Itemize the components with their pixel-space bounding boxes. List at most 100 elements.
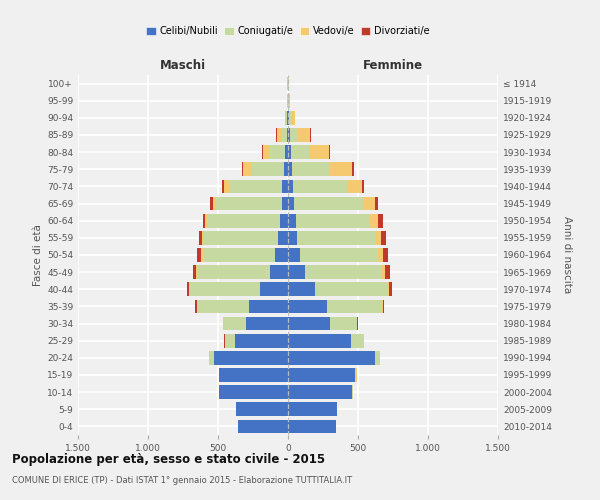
Bar (220, 368, 288, 382)
Bar (224, 316, 246, 330)
Bar (288, 196, 293, 210)
Bar (238, 420, 288, 434)
Bar (270, 146, 285, 159)
Bar (281, 128, 287, 142)
Bar (290, 128, 298, 142)
Bar (243, 162, 251, 176)
Bar (263, 146, 270, 159)
Bar (288, 368, 355, 382)
Bar (292, 162, 330, 176)
Bar (288, 402, 337, 416)
Bar (288, 351, 375, 364)
Bar (288, 214, 296, 228)
Bar (218, 386, 220, 399)
Bar (213, 196, 216, 210)
Bar (242, 162, 243, 176)
Bar (249, 300, 288, 314)
Bar (201, 248, 203, 262)
Bar (246, 316, 288, 330)
Bar (286, 111, 287, 124)
Bar (288, 146, 291, 159)
Bar (193, 266, 196, 279)
Bar (278, 231, 288, 244)
Bar (288, 300, 327, 314)
Bar (381, 231, 386, 244)
Bar (370, 214, 378, 228)
Bar (314, 282, 388, 296)
Bar (284, 162, 288, 176)
Bar (383, 248, 388, 262)
Bar (276, 128, 277, 142)
Bar (310, 128, 311, 142)
Bar (291, 111, 295, 124)
Bar (195, 300, 197, 314)
Bar (309, 146, 329, 159)
Bar (270, 266, 288, 279)
Bar (275, 248, 288, 262)
Bar (205, 214, 208, 228)
Legend: Celibi/Nubili, Coniugati/e, Vedovi/e, Divorziati/e: Celibi/Nubili, Coniugati/e, Vedovi/e, Di… (142, 22, 434, 40)
Bar (288, 128, 290, 142)
Bar (293, 196, 364, 210)
Bar (196, 266, 197, 279)
Bar (225, 334, 235, 347)
Bar (187, 282, 190, 296)
Bar (288, 334, 351, 347)
Y-axis label: Anni di nascita: Anni di nascita (562, 216, 572, 294)
Bar (220, 386, 288, 399)
Bar (218, 368, 220, 382)
Text: Maschi: Maschi (160, 60, 206, 72)
Bar (355, 368, 356, 382)
Bar (289, 111, 291, 124)
Bar (283, 180, 288, 194)
Bar (197, 248, 201, 262)
Bar (298, 128, 310, 142)
Bar (352, 386, 353, 399)
Bar (216, 196, 282, 210)
Bar (197, 266, 270, 279)
Bar (347, 180, 361, 194)
Bar (376, 231, 381, 244)
Text: Femmine: Femmine (363, 60, 423, 72)
Bar (382, 300, 383, 314)
Bar (277, 128, 281, 142)
Bar (251, 162, 284, 176)
Bar (352, 162, 353, 176)
Bar (288, 180, 293, 194)
Bar (297, 231, 376, 244)
Bar (285, 146, 288, 159)
Bar (190, 282, 260, 296)
Bar (287, 128, 288, 142)
Text: COMUNE DI ERICE (TP) - Dati ISTAT 1° gennaio 2015 - Elaborazione TUTTITALIA.IT: COMUNE DI ERICE (TP) - Dati ISTAT 1° gen… (12, 476, 352, 485)
Bar (288, 386, 352, 399)
Y-axis label: Fasce di età: Fasce di età (33, 224, 43, 286)
Text: Popolazione per età, sesso e stato civile - 2015: Popolazione per età, sesso e stato civil… (12, 452, 325, 466)
Bar (288, 266, 305, 279)
Bar (361, 180, 364, 194)
Bar (289, 94, 290, 108)
Bar (288, 420, 335, 434)
Bar (222, 180, 224, 194)
Bar (330, 316, 356, 330)
Bar (291, 146, 309, 159)
Bar (288, 111, 289, 124)
Bar (351, 334, 364, 347)
Bar (199, 231, 202, 244)
Bar (285, 111, 286, 124)
Bar (293, 180, 347, 194)
Bar (288, 248, 300, 262)
Bar (203, 214, 205, 228)
Bar (383, 300, 384, 314)
Bar (288, 231, 297, 244)
Bar (288, 162, 292, 176)
Bar (197, 300, 249, 314)
Bar (389, 282, 392, 296)
Bar (330, 162, 352, 176)
Bar (300, 248, 378, 262)
Bar (288, 316, 330, 330)
Bar (210, 196, 213, 210)
Bar (329, 146, 330, 159)
Bar (280, 214, 288, 228)
Bar (236, 402, 288, 416)
Bar (385, 266, 389, 279)
